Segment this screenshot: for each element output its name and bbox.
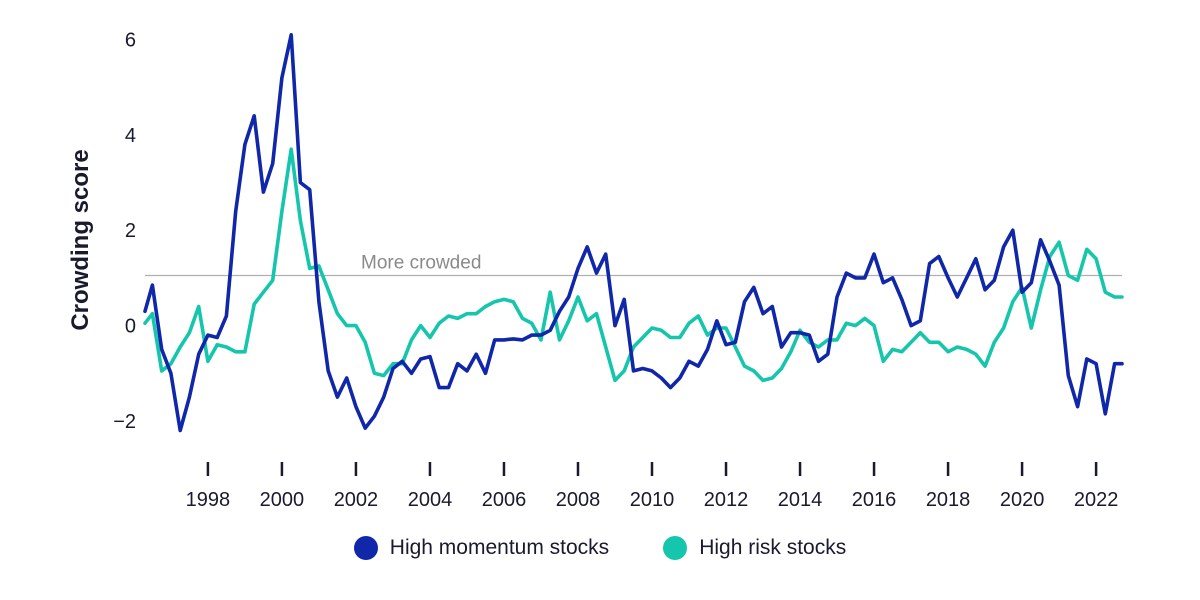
x-tick-label: 2006 (482, 489, 527, 511)
y-axis-title: Crowding score (67, 149, 94, 330)
legend-item-high-momentum[interactable]: High momentum stocks (353, 536, 610, 560)
y-tick-label: 2 (125, 220, 136, 242)
x-tick-label: 1998 (186, 489, 231, 511)
y-axis-tick-labels: −2 0 2 4 6 (113, 30, 136, 433)
legend-item-high-risk[interactable]: High risk stocks (663, 536, 846, 560)
x-tick-label: 2004 (408, 489, 453, 511)
y-tick-label: −2 (113, 411, 136, 433)
legend-label-high-risk: High risk stocks (699, 536, 847, 559)
legend-label-high-momentum: High momentum stocks (389, 536, 610, 559)
series-line-high-momentum-stocks (143, 32, 1124, 433)
x-axis-ticks: 1998 2000 2002 2004 2006 2008 2010 2012 2014 2016… (186, 462, 1119, 511)
x-tick-label: 2002 (334, 489, 379, 511)
y-tick-label: 0 (125, 316, 136, 338)
more-crowded-annotation: More crowded (361, 253, 481, 274)
series-lines (143, 32, 1124, 433)
series-line-high-risk-stocks (143, 147, 1124, 383)
legend-swatch-high-risk (663, 536, 688, 560)
x-tick-label: 2008 (556, 489, 601, 511)
x-tick-label: 2022 (1074, 489, 1119, 511)
y-tick-label: 6 (125, 30, 136, 52)
x-tick-label: 2014 (778, 489, 823, 511)
x-tick-label: 2000 (260, 489, 305, 511)
x-tick-label: 2012 (704, 489, 749, 511)
x-tick-label: 2018 (926, 489, 971, 511)
legend-swatch-high-momentum (353, 536, 378, 560)
x-tick-label: 2016 (852, 489, 897, 511)
legend: High momentum stocks High risk stocks (0, 536, 1200, 560)
x-tick-label: 2010 (630, 489, 675, 511)
x-tick-label: 2020 (1000, 489, 1045, 511)
y-tick-label: 4 (125, 125, 136, 147)
